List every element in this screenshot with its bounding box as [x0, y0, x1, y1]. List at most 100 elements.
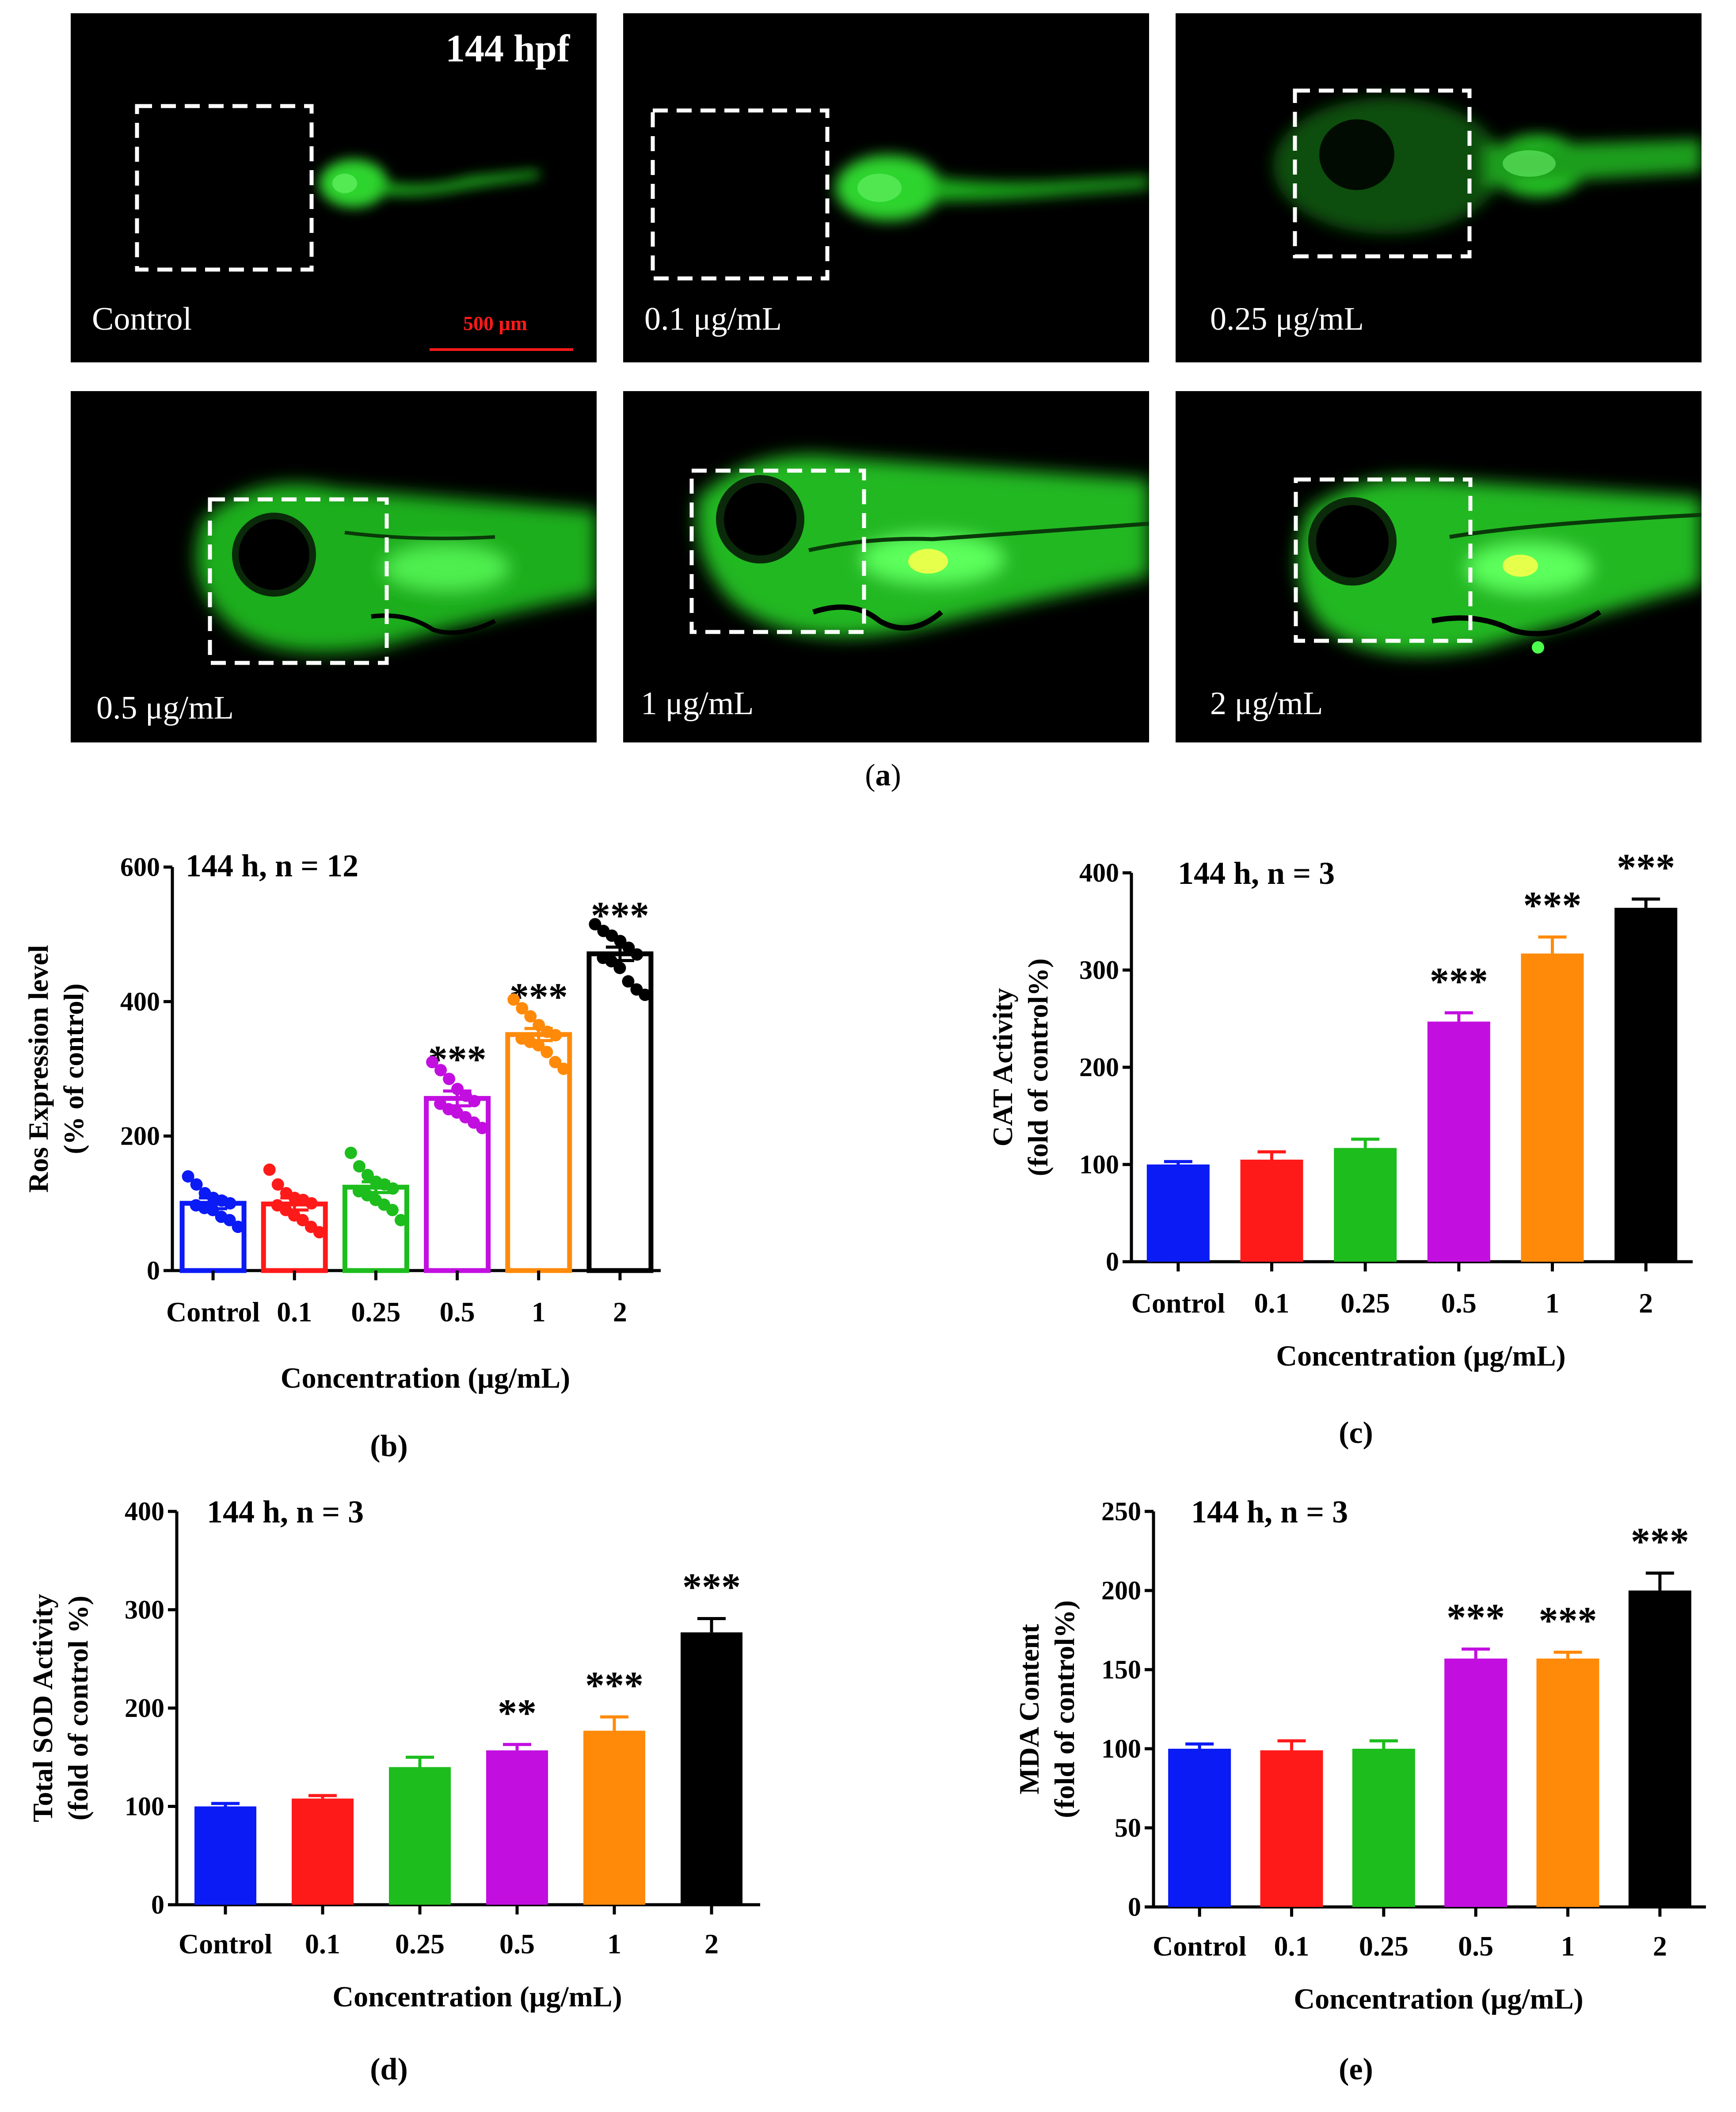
category-label: 1 [532, 1296, 546, 1328]
larva-image [1298, 478, 1702, 655]
y-tick-label: 0 [1128, 1892, 1141, 1922]
image-label: 1 μg/mL [641, 685, 754, 722]
data-point [263, 1163, 276, 1176]
data-point [426, 1056, 439, 1069]
image-label: 0.25 μg/mL [1210, 301, 1364, 337]
significance-marker: *** [1430, 960, 1488, 1003]
category-label: Control [179, 1928, 272, 1960]
roi-box [651, 108, 830, 281]
bar [1168, 1749, 1231, 1907]
category-label: Control [1131, 1287, 1225, 1319]
data-point [386, 1182, 399, 1195]
bar [1614, 908, 1678, 1262]
y-tick-label: 300 [125, 1595, 164, 1625]
scale-bar [430, 348, 573, 351]
data-point [549, 1029, 562, 1042]
y-tick-label: 400 [120, 987, 160, 1016]
bar [292, 1798, 354, 1905]
chart-title: 144 h, n = 3 [207, 1494, 364, 1530]
data-point [631, 948, 643, 961]
data-point [589, 918, 602, 931]
micrograph-control: 144 hpf Control 500 μm [71, 13, 597, 362]
panel-caption: (d) [370, 2052, 408, 2086]
bar [389, 1767, 451, 1905]
chart-mda-content: 0 50 100 150 200 250 MDA Content (fold of contr… [1013, 1494, 1706, 2086]
significance-marker: *** [1617, 846, 1675, 889]
data-point [443, 1073, 456, 1085]
bar [586, 951, 654, 1273]
data-point [271, 1178, 284, 1191]
bar [1521, 953, 1584, 1262]
category-label: 0.1 [1274, 1930, 1310, 1962]
data-point [394, 1214, 407, 1226]
category-label: 0.5 [440, 1296, 475, 1328]
image-label: 0.5 μg/mL [96, 690, 234, 726]
significance-marker: *** [1447, 1596, 1505, 1639]
data-point [622, 975, 635, 988]
y-tick-label: 200 [1079, 1053, 1119, 1082]
category-label: 0.25 [395, 1928, 445, 1960]
data-point [468, 1095, 481, 1107]
data-point [613, 962, 626, 974]
data-point [224, 1197, 236, 1210]
panel-caption: (b) [370, 1429, 408, 1463]
larva-image [319, 159, 539, 208]
data-point [434, 1064, 447, 1077]
micrograph-1: 1 μg/mL [623, 391, 1149, 742]
data-point [296, 1214, 309, 1226]
x-axis-label: Concentration (μg/mL) [1294, 1983, 1583, 2015]
data-point [533, 1019, 545, 1031]
category-label: 1 [1561, 1930, 1575, 1962]
y-axis-label: CAT Activity [987, 988, 1018, 1147]
data-point [344, 1146, 357, 1159]
image-label: Control [92, 301, 192, 337]
bar [1146, 1164, 1210, 1262]
significance-marker: *** [585, 1664, 643, 1707]
y-tick-label: 250 [1101, 1497, 1141, 1526]
micrograph-2: 2 μg/mL [1176, 391, 1702, 742]
category-label: 2 [1653, 1930, 1667, 1962]
x-axis-label: Concentration (μg/mL) [332, 1981, 622, 2013]
bar [194, 1806, 256, 1905]
y-tick-label: 150 [1101, 1655, 1141, 1684]
significance-marker: *** [1539, 1600, 1597, 1643]
y-axis-label-units: (% of control) [58, 983, 89, 1154]
x-axis-label: Concentration (μg/mL) [1276, 1340, 1565, 1372]
data-point [476, 1122, 489, 1134]
y-tick-label: 100 [1101, 1734, 1141, 1763]
chart-cat-activity: 0 100 200 300 400 CAT Activity (fold of contro… [987, 846, 1693, 1450]
y-tick-label: 200 [1101, 1576, 1141, 1605]
bar [1628, 1591, 1691, 1907]
data-point [232, 1221, 244, 1233]
category-label: 0.25 [1359, 1930, 1409, 1962]
category-label: 0.1 [305, 1928, 340, 1960]
micrograph-0.25: 0.25 μg/mL [1176, 13, 1702, 362]
data-point [549, 1056, 562, 1069]
y-axis-label: Total SOD Activity [27, 1594, 58, 1823]
data-point [516, 1002, 529, 1015]
y-tick-label: 100 [125, 1792, 164, 1821]
bar [1334, 1148, 1397, 1262]
bar [486, 1750, 548, 1905]
data-point [639, 989, 651, 1001]
data-point [532, 1039, 545, 1052]
y-axis-label-units: (fold of control %) [62, 1596, 94, 1821]
data-point [622, 941, 635, 954]
y-tick-label: 400 [1079, 858, 1119, 887]
bar [583, 1731, 645, 1905]
category-label: Control [1153, 1930, 1246, 1962]
category-label: 0.25 [351, 1296, 400, 1328]
category-label: 2 [704, 1928, 719, 1960]
roi-box [208, 497, 389, 665]
y-tick-label: 100 [1079, 1150, 1119, 1179]
y-tick-label: 300 [1079, 955, 1119, 985]
data-point [223, 1214, 236, 1226]
category-label: 2 [1639, 1287, 1653, 1319]
significance-marker: *** [1523, 884, 1582, 927]
category-label: 0.1 [277, 1296, 312, 1328]
bar [505, 1032, 572, 1273]
y-tick-label: 0 [151, 1890, 164, 1919]
y-tick-label: 200 [125, 1693, 164, 1723]
bar [681, 1632, 742, 1905]
